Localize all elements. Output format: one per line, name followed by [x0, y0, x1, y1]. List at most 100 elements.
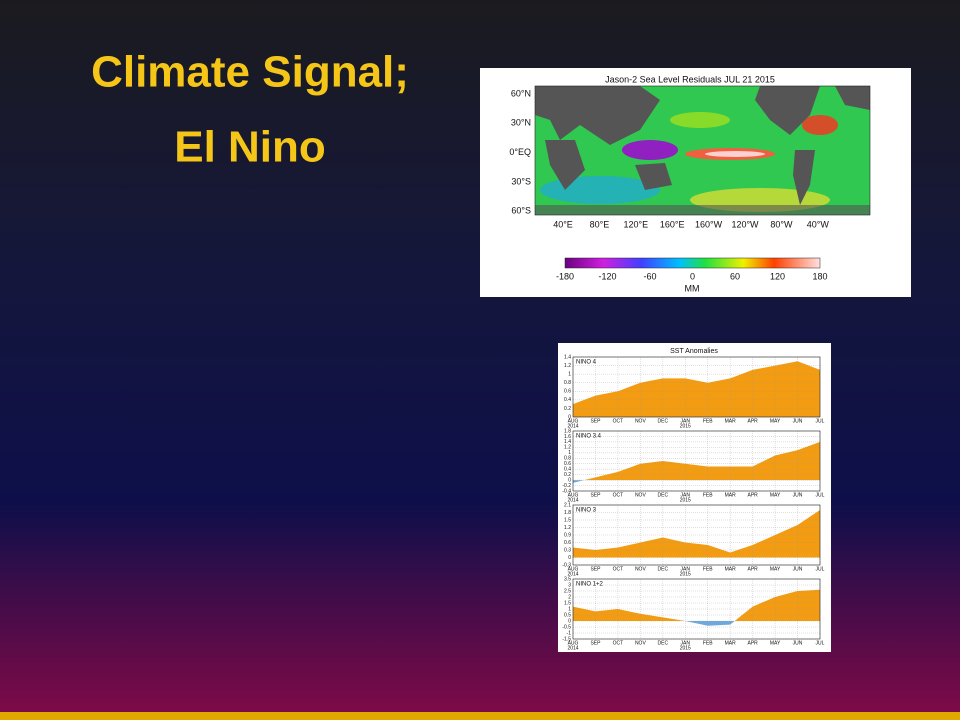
- month-label: AUG: [568, 640, 579, 646]
- month-label: JAN: [681, 566, 691, 572]
- month-label: AUG: [568, 492, 579, 498]
- year-label: 2015: [680, 423, 691, 429]
- month-label: MAY: [770, 492, 781, 498]
- month-label: MAR: [725, 418, 737, 424]
- lat-label: 60°N: [511, 88, 531, 98]
- year-label: 2014: [567, 497, 578, 503]
- month-label: OCT: [613, 492, 624, 498]
- y-tick-label: 1: [568, 606, 571, 612]
- month-label: APR: [747, 640, 758, 646]
- month-label: AUG: [568, 566, 579, 572]
- y-tick-label: 1.2: [564, 445, 571, 451]
- bottom-strip: [0, 712, 960, 720]
- y-tick-label: 1.2: [564, 525, 571, 531]
- lon-label: 80°W: [770, 219, 793, 229]
- month-label: MAY: [770, 566, 781, 572]
- month-label: MAR: [725, 640, 737, 646]
- lon-label: 40°W: [807, 219, 830, 229]
- y-tick-label: 0.9: [564, 532, 571, 538]
- negative-area: [573, 621, 820, 626]
- y-tick-label: 0.3: [564, 547, 571, 553]
- y-tick-label: -1: [567, 630, 572, 636]
- month-label: FEB: [703, 566, 713, 572]
- year-label: 2015: [680, 645, 691, 651]
- y-tick-label: 0.4: [564, 397, 571, 403]
- month-label: JUL: [816, 418, 825, 424]
- positive-area: [573, 589, 820, 621]
- colorbar: [564, 257, 821, 269]
- colorbar-tick-label: 120: [770, 271, 785, 281]
- lat-label: 60°S: [511, 206, 531, 216]
- y-tick-label: 1: [568, 450, 571, 456]
- month-label: NOV: [635, 640, 647, 646]
- map-title: Jason-2 Sea Level Residuals JUL 21 2015: [605, 74, 775, 84]
- month-label: SEP: [590, 418, 601, 424]
- panel-name: NINO 3: [576, 508, 597, 514]
- year-label: 2014: [567, 423, 578, 429]
- lon-label: 160°E: [660, 219, 685, 229]
- panel-frame: [572, 430, 821, 492]
- positive-area: [573, 361, 820, 417]
- month-label: AUG: [568, 418, 579, 424]
- y-tick-label: 0.5: [564, 612, 571, 618]
- y-tick-label: 1: [568, 371, 571, 377]
- y-tick-label: 0.2: [564, 406, 571, 412]
- lon-label: 80°E: [590, 219, 610, 229]
- month-label: APR: [747, 566, 758, 572]
- month-label: FEB: [703, 492, 713, 498]
- lon-label: 40°E: [553, 219, 573, 229]
- lon-label: 120°W: [731, 219, 759, 229]
- colorbar-tick-label: 60: [730, 271, 740, 281]
- month-label: SEP: [590, 640, 601, 646]
- year-label: 2015: [680, 497, 691, 503]
- month-label: DEC: [658, 640, 669, 646]
- sst-panel: -1.5-1-0.500.511.522.533.5 AUG SEP OCT NOV DE…: [562, 576, 824, 651]
- colorbar-tick-label: -180: [556, 271, 574, 281]
- month-label: NOV: [635, 492, 647, 498]
- month-label: JUN: [793, 418, 803, 424]
- y-tick-label: 1.5: [564, 600, 571, 606]
- y-tick-label: 1.4: [564, 439, 571, 445]
- sea-level-map: Jason-2 Sea Level Residuals JUL 21 2015 …: [480, 68, 911, 297]
- month-label: NOV: [635, 566, 647, 572]
- y-tick-label: -1.5: [562, 636, 571, 642]
- panel-frame: [572, 578, 821, 640]
- month-label: JUN: [793, 566, 803, 572]
- month-label: MAR: [725, 566, 737, 572]
- month-label: MAY: [770, 640, 781, 646]
- y-tick-label: 0.8: [564, 380, 571, 386]
- y-tick-label: 2.5: [564, 588, 571, 594]
- month-label: JAN: [681, 640, 691, 646]
- y-tick-label: 0: [568, 414, 571, 420]
- lat-label: 0°EQ: [509, 147, 531, 157]
- sst-panel: -0.4-0.200.20.40.60.811.21.41.61.8 AUG SEP…: [562, 428, 824, 503]
- y-tick-label: 0: [568, 618, 571, 624]
- y-tick-label: 0.8: [564, 456, 571, 462]
- month-label: FEB: [703, 418, 713, 424]
- month-label: JUL: [816, 566, 825, 572]
- colorbar-tick-label: -60: [643, 271, 656, 281]
- y-tick-label: 0.6: [564, 461, 571, 467]
- y-tick-label: 3: [568, 582, 571, 588]
- lat-label: 30°S: [511, 176, 531, 186]
- month-label: JUL: [816, 640, 825, 646]
- year-label: 2014: [567, 645, 578, 651]
- y-tick-label: 1.4: [564, 354, 571, 360]
- panel-frame: [572, 504, 821, 566]
- y-tick-label: 0.4: [564, 467, 571, 473]
- y-tick-label: -0.3: [562, 562, 571, 568]
- y-tick-label: -0.5: [562, 624, 571, 630]
- month-label: JAN: [681, 492, 691, 498]
- month-label: JUL: [816, 492, 825, 498]
- y-tick-label: 0.2: [564, 472, 571, 478]
- month-label: JUN: [793, 640, 803, 646]
- y-tick-label: 0: [568, 555, 571, 561]
- lat-label: 30°N: [511, 118, 531, 128]
- y-tick-label: 1.6: [564, 434, 571, 440]
- colorbar-tick-label: -120: [598, 271, 616, 281]
- y-tick-label: 1.5: [564, 517, 571, 523]
- month-label: FEB: [703, 640, 713, 646]
- month-label: JUN: [793, 492, 803, 498]
